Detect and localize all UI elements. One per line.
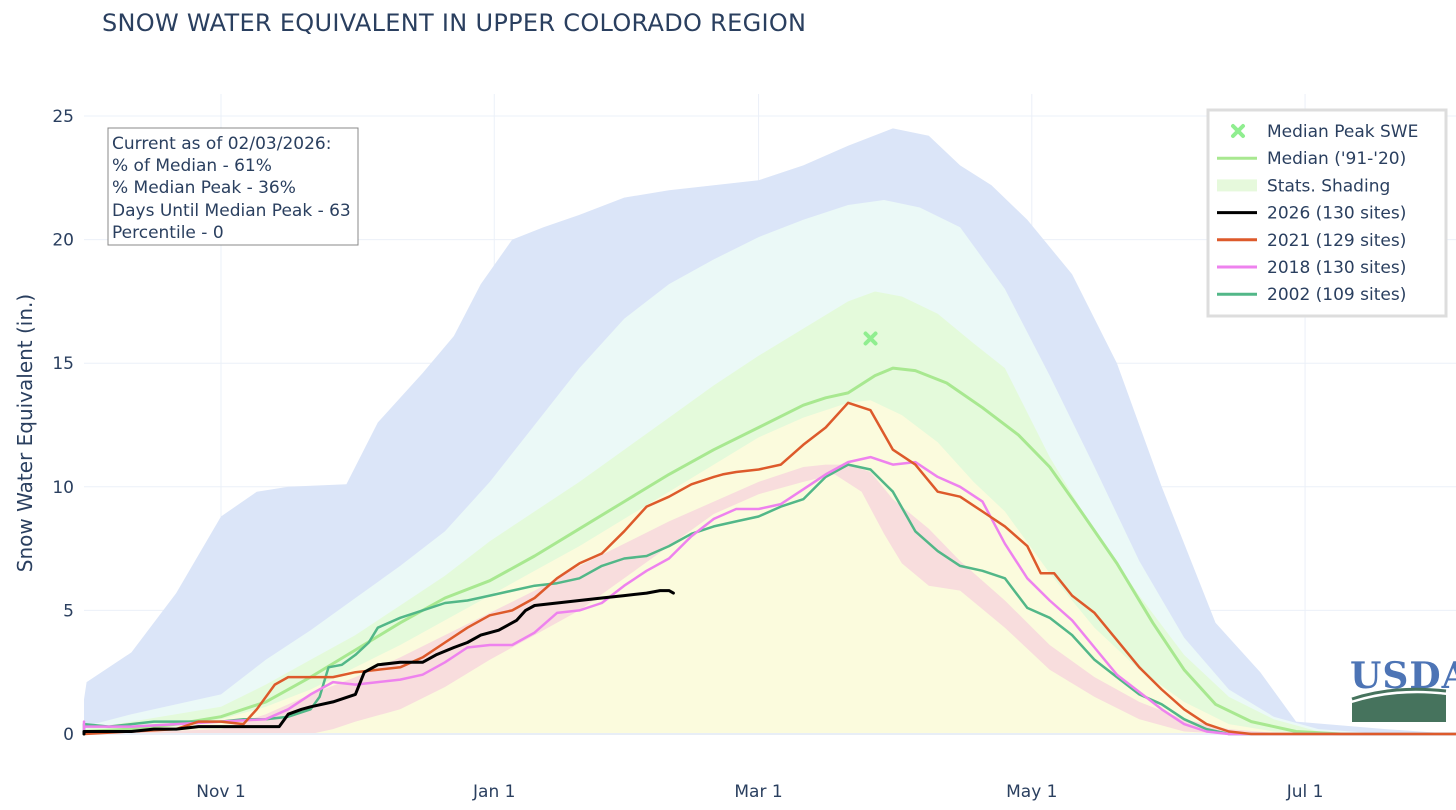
- band-min: [84, 464, 1456, 734]
- x-tick-label: Nov 1: [196, 782, 245, 802]
- series-line-2002: [82, 463, 1456, 736]
- series-line-2021: [82, 401, 1456, 736]
- legend-swatch-band: [1217, 179, 1257, 192]
- y-tick-label: 5: [63, 601, 74, 621]
- info-box-frame: [107, 127, 359, 246]
- series-line-median: [82, 366, 1456, 736]
- info-line-pct-median: % of Median - 61%: [112, 156, 272, 176]
- series-lines: [82, 366, 1456, 736]
- x-axis: Nov 1 Jan 1 Mar 1 May 1 Jul 1: [196, 782, 1323, 802]
- info-line-percentile: Percentile - 0: [112, 223, 224, 243]
- series-line-2018: [82, 455, 1456, 736]
- info-line-date: Current as of 02/03/2026:: [112, 134, 331, 154]
- legend-label: Median Peak SWE: [1267, 122, 1418, 142]
- x-tick-label: May 1: [1006, 782, 1057, 802]
- legend-label: Stats. Shading: [1267, 176, 1390, 196]
- y-tick-label: 25: [52, 107, 74, 127]
- legend-label: 2018 (130 sites): [1267, 258, 1406, 278]
- y-axis-label: Snow Water Equivalent (in.): [13, 294, 37, 572]
- legend: Median Peak SWE Median ('91-'20) Stats. Sh…: [1206, 108, 1448, 318]
- usda-logo-stripe: [1351, 687, 1447, 701]
- x-tick-label: Jan 1: [472, 782, 515, 802]
- legend-label: Median ('91-'20): [1267, 149, 1406, 169]
- x-tick-label: Mar 1: [734, 782, 782, 802]
- y-tick-label: 0: [63, 725, 74, 745]
- x-tick-label: Jul 1: [1286, 782, 1324, 802]
- series-line-2026: [82, 589, 675, 736]
- y-axis: 0 5 10 15 20 25: [52, 107, 74, 745]
- median-peak-x: [863, 331, 878, 346]
- legend-label: 2021 (129 sites): [1267, 231, 1406, 251]
- legend-label: 2026 (130 sites): [1267, 204, 1406, 224]
- y-tick-label: 15: [52, 354, 74, 374]
- info-line-pct-peak: % Median Peak - 36%: [112, 178, 296, 198]
- median-peak-marker: [863, 331, 878, 346]
- usda-logo: USDA: [1350, 655, 1456, 722]
- chart-title: SNOW WATER EQUIVALENT IN UPPER COLORADO …: [102, 9, 806, 37]
- y-tick-label: 20: [52, 231, 74, 251]
- info-box: Current as of 02/03/2026: % of Median - …: [107, 127, 359, 246]
- usda-logo-field: [1352, 693, 1446, 722]
- legend-label: 2002 (109 sites): [1267, 285, 1406, 305]
- info-line-days: Days Until Median Peak - 63: [112, 201, 351, 221]
- legend-swatch-marker: [1231, 124, 1245, 138]
- y-tick-label: 10: [52, 478, 74, 498]
